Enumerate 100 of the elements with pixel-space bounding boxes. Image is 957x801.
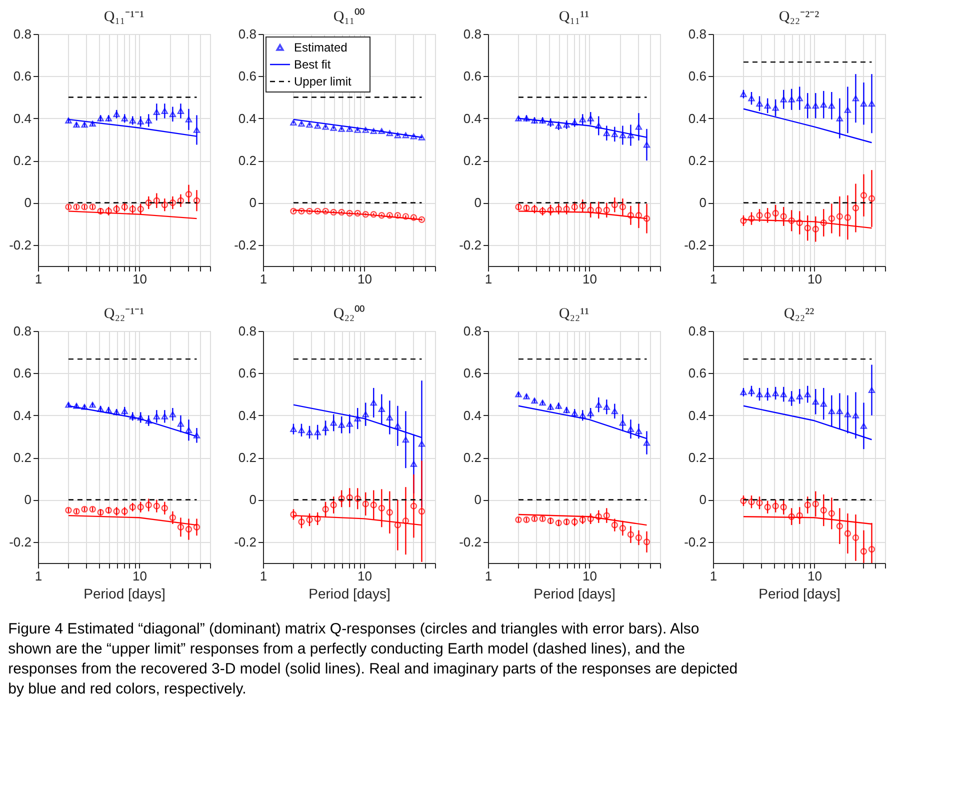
point bbox=[97, 208, 104, 214]
y-tick-label: 0.2 bbox=[13, 153, 32, 168]
x-axis-title: Period [days] bbox=[308, 586, 390, 602]
point bbox=[828, 102, 835, 109]
point bbox=[635, 212, 642, 219]
point bbox=[804, 102, 811, 109]
point bbox=[579, 412, 586, 418]
point bbox=[177, 197, 184, 204]
x-tick-label: 1 bbox=[710, 568, 718, 584]
point bbox=[523, 516, 530, 524]
y-tick-label: 0.8 bbox=[688, 324, 706, 338]
point bbox=[531, 398, 538, 404]
x-tick-label: 1 bbox=[34, 568, 42, 584]
point bbox=[418, 440, 426, 447]
point bbox=[185, 116, 192, 122]
point bbox=[354, 210, 361, 217]
point bbox=[844, 530, 852, 537]
x-axis-title: Period [days] bbox=[758, 586, 840, 602]
point bbox=[418, 508, 426, 515]
point bbox=[89, 120, 96, 127]
x-tick-label: 10 bbox=[808, 568, 822, 584]
y-tick-label: 0 bbox=[24, 492, 32, 508]
point bbox=[595, 402, 602, 408]
point bbox=[394, 132, 402, 138]
y-tick-label: 0.4 bbox=[463, 110, 482, 126]
point bbox=[844, 411, 852, 418]
point bbox=[812, 226, 819, 232]
point bbox=[748, 215, 755, 222]
point bbox=[740, 389, 747, 396]
point bbox=[796, 95, 803, 102]
point bbox=[547, 206, 554, 214]
x-axis-title: Period [days] bbox=[534, 586, 616, 602]
y-tick-label: -0.2 bbox=[9, 237, 32, 252]
point bbox=[322, 425, 329, 431]
point bbox=[756, 391, 763, 398]
point bbox=[338, 422, 345, 428]
chart-title: Q₂₂⁻¹⁻¹ bbox=[104, 306, 144, 322]
point bbox=[547, 120, 554, 126]
point bbox=[105, 115, 112, 122]
point bbox=[764, 391, 771, 398]
point bbox=[780, 96, 787, 102]
point bbox=[748, 498, 755, 506]
point bbox=[828, 408, 835, 414]
point bbox=[852, 412, 860, 418]
y-tick-label: 0.8 bbox=[463, 26, 482, 42]
point bbox=[73, 122, 80, 128]
point bbox=[828, 215, 835, 222]
point bbox=[402, 213, 410, 220]
point bbox=[603, 130, 610, 136]
y-tick-label: 0.8 bbox=[688, 26, 706, 42]
point bbox=[836, 522, 844, 530]
point bbox=[97, 406, 104, 412]
point bbox=[410, 133, 418, 140]
point bbox=[579, 116, 586, 122]
point bbox=[812, 500, 819, 508]
chart-title: Q₁₁¹¹ bbox=[558, 9, 590, 25]
point bbox=[547, 517, 554, 524]
point bbox=[153, 197, 160, 204]
point bbox=[290, 120, 297, 126]
point bbox=[129, 504, 136, 510]
point bbox=[137, 206, 144, 212]
point bbox=[571, 204, 578, 210]
point bbox=[587, 206, 594, 214]
x-tick-label: 1 bbox=[484, 568, 492, 584]
y-tick-label: 0 bbox=[699, 492, 706, 508]
point bbox=[169, 199, 176, 206]
y-tick-label: 0.8 bbox=[13, 324, 32, 338]
point bbox=[314, 515, 321, 522]
point bbox=[129, 206, 136, 212]
point bbox=[314, 122, 321, 129]
point bbox=[113, 508, 120, 515]
y-tick-label: -0.2 bbox=[234, 534, 256, 550]
point bbox=[796, 393, 803, 400]
point bbox=[539, 118, 546, 124]
point bbox=[868, 546, 876, 553]
point bbox=[330, 502, 337, 508]
x-tick-label: 10 bbox=[132, 568, 147, 584]
point bbox=[571, 518, 578, 526]
y-tick-label: 0 bbox=[474, 492, 482, 508]
y-tick-label: -0.2 bbox=[9, 534, 32, 550]
point bbox=[764, 212, 771, 219]
point bbox=[402, 517, 410, 524]
point bbox=[587, 410, 594, 416]
point bbox=[772, 210, 779, 217]
point bbox=[635, 124, 642, 130]
point bbox=[418, 134, 426, 140]
point bbox=[788, 513, 795, 520]
point bbox=[410, 502, 418, 510]
point bbox=[145, 418, 152, 424]
y-tick-label: 0.8 bbox=[13, 26, 32, 42]
y-tick-label: 0.4 bbox=[238, 110, 256, 126]
point bbox=[828, 510, 835, 517]
point bbox=[772, 104, 779, 111]
point bbox=[603, 512, 610, 519]
point bbox=[531, 515, 538, 522]
point bbox=[595, 122, 602, 129]
point bbox=[611, 522, 618, 528]
point bbox=[788, 396, 795, 402]
point bbox=[820, 400, 827, 407]
point bbox=[868, 387, 876, 394]
